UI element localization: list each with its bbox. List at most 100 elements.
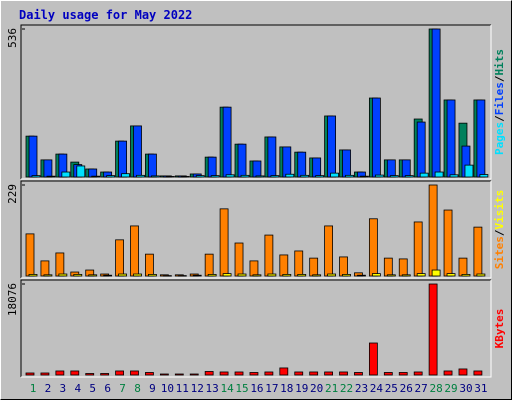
x-tick-label: 18 (280, 382, 293, 395)
bar (476, 273, 486, 277)
panel (21, 25, 491, 179)
bar (252, 160, 262, 178)
bar (100, 373, 110, 376)
bar (386, 159, 396, 178)
bar (58, 273, 68, 277)
x-tick-label: 11 (176, 382, 189, 395)
bar (115, 370, 124, 376)
bar (270, 175, 280, 178)
bar (267, 136, 277, 178)
x-tick-label: 9 (149, 382, 156, 395)
bar (342, 274, 351, 277)
x-tick-label: 15 (235, 382, 248, 395)
x-tick-label: 29 (444, 382, 457, 395)
bar (360, 175, 369, 178)
bar (345, 174, 354, 178)
legend: Pages/Files/Hits (493, 49, 506, 155)
bar (312, 274, 322, 277)
bar (371, 273, 381, 277)
bar (285, 173, 295, 178)
x-tick-label: 27 (415, 382, 428, 395)
bar (159, 373, 169, 376)
bar (43, 159, 53, 178)
bar (237, 143, 247, 178)
bar (133, 273, 142, 277)
bar (300, 174, 310, 178)
bar (282, 274, 292, 277)
bar (458, 368, 468, 376)
bar (383, 257, 393, 277)
bar (279, 367, 289, 376)
bar (219, 371, 229, 376)
x-tick-label: 30 (459, 382, 472, 395)
bar (189, 373, 199, 376)
bar (192, 274, 202, 277)
bar (473, 370, 483, 376)
bar (294, 371, 304, 376)
bar (55, 252, 65, 277)
bar (136, 174, 145, 178)
bar (61, 171, 71, 178)
bar (28, 135, 38, 178)
bar (225, 174, 235, 178)
bar (398, 258, 408, 277)
x-tick-label: 16 (250, 382, 263, 395)
x-tick-label: 17 (265, 382, 278, 395)
bar (76, 165, 86, 178)
bar (342, 149, 351, 178)
bar (55, 370, 65, 376)
bar (327, 273, 337, 277)
x-tick-label: 2 (45, 382, 52, 395)
bar (255, 175, 265, 178)
bar (25, 372, 35, 376)
bar (219, 208, 229, 277)
panel-border (20, 180, 491, 278)
x-tick-label: 28 (429, 382, 442, 395)
bar (88, 274, 98, 277)
x-tick-label: 12 (191, 382, 204, 395)
bar (383, 372, 393, 376)
bar (434, 171, 444, 178)
bar (413, 371, 423, 376)
x-tick-label: 26 (400, 382, 413, 395)
legend-entry: Hits (493, 49, 506, 76)
bar (401, 274, 411, 277)
x-tick-label: 5 (89, 382, 96, 395)
bar (297, 151, 307, 178)
panel-border (21, 280, 492, 378)
x-tick-label: 22 (340, 382, 353, 395)
x-tick-label: 10 (161, 382, 174, 395)
bar (374, 174, 384, 178)
bar (204, 371, 214, 376)
bar (327, 115, 337, 178)
x-tick-label: 23 (355, 382, 368, 395)
bar (446, 273, 456, 277)
bar (315, 175, 325, 178)
bar (40, 372, 50, 376)
bar (371, 97, 381, 178)
bar (43, 274, 53, 277)
bar (458, 257, 468, 277)
panel-border (21, 181, 492, 279)
legend-separator: / (493, 75, 506, 82)
bar (177, 275, 187, 277)
bar (210, 175, 220, 178)
bar (249, 372, 259, 376)
bar (461, 274, 471, 277)
chart-title: Daily usage for May 2022 (19, 8, 192, 22)
bar (174, 373, 184, 376)
bar (207, 156, 217, 178)
legend-separator: / (493, 229, 506, 236)
bar (130, 370, 139, 376)
bar (368, 342, 378, 376)
x-tick-label: 7 (119, 382, 126, 395)
bar (31, 175, 41, 178)
y-tick-label: 18076 (6, 283, 19, 316)
bar (357, 274, 366, 277)
bar (46, 175, 56, 178)
bar (431, 28, 441, 178)
bar (252, 274, 262, 277)
bar (165, 176, 175, 178)
bar (234, 371, 244, 376)
